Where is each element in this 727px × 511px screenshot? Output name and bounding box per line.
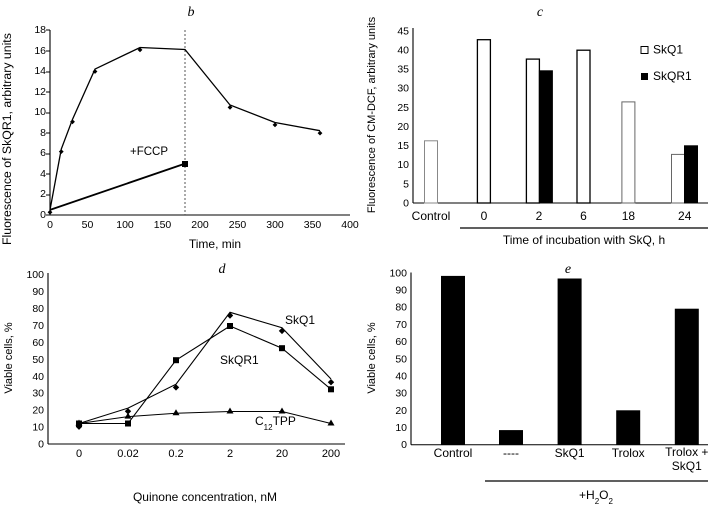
svg-text:20: 20 bbox=[397, 121, 409, 133]
svg-text:Time of incubation with SkQ, h: Time of incubation with SkQ, h bbox=[503, 233, 665, 247]
svg-text:Viable cells, %: Viable cells, % bbox=[3, 322, 15, 394]
svg-text:Trolox: Trolox bbox=[612, 446, 645, 460]
svg-text:SkQ1: SkQ1 bbox=[555, 446, 585, 460]
svg-text:400: 400 bbox=[341, 219, 359, 231]
svg-text:350: 350 bbox=[304, 219, 322, 231]
svg-text:0: 0 bbox=[481, 209, 488, 223]
svg-text:60: 60 bbox=[32, 337, 44, 349]
svg-text:300: 300 bbox=[266, 219, 284, 231]
svg-text:10: 10 bbox=[395, 422, 407, 434]
svg-text:0: 0 bbox=[38, 439, 44, 451]
svg-text:SkQ1: SkQ1 bbox=[672, 459, 702, 473]
svg-text:0.2: 0.2 bbox=[168, 448, 183, 460]
svg-text:18: 18 bbox=[34, 24, 46, 36]
svg-text:10: 10 bbox=[397, 159, 409, 171]
svg-text:24: 24 bbox=[678, 209, 692, 223]
svg-text:5: 5 bbox=[403, 178, 409, 190]
svg-text:80: 80 bbox=[395, 302, 407, 314]
svg-text:Control: Control bbox=[434, 446, 473, 460]
svg-text:20: 20 bbox=[276, 448, 288, 460]
svg-text:20: 20 bbox=[32, 405, 44, 417]
svg-text:----: ---- bbox=[503, 446, 519, 460]
svg-text:30: 30 bbox=[395, 388, 407, 400]
svg-text:SkQ1: SkQ1 bbox=[285, 313, 315, 327]
svg-text:100: 100 bbox=[116, 219, 134, 231]
svg-text:50: 50 bbox=[395, 353, 407, 365]
svg-text:e: e bbox=[565, 262, 571, 277]
svg-text:Fluorescence of SkQR1, arbitra: Fluorescence of SkQR1, arbitrary units bbox=[0, 33, 14, 245]
svg-text:50: 50 bbox=[32, 354, 44, 366]
svg-text:70: 70 bbox=[32, 320, 44, 332]
svg-text:0: 0 bbox=[40, 209, 46, 221]
svg-text:0.02: 0.02 bbox=[117, 448, 138, 460]
svg-text:100: 100 bbox=[26, 269, 44, 281]
svg-text:45: 45 bbox=[397, 25, 409, 37]
svg-text:200: 200 bbox=[191, 219, 209, 231]
svg-text:40: 40 bbox=[395, 371, 407, 383]
svg-text:80: 80 bbox=[32, 303, 44, 315]
svg-text:C12TPP: C12TPP bbox=[255, 414, 296, 432]
svg-text:30: 30 bbox=[32, 388, 44, 400]
svg-text:b: b bbox=[188, 5, 195, 20]
svg-text:SkQR1: SkQR1 bbox=[653, 69, 692, 83]
svg-text:15: 15 bbox=[397, 140, 409, 152]
svg-text:Fluorescence of CM-DCF, arbitr: Fluorescence of CM-DCF, arbitrary units bbox=[366, 16, 378, 213]
svg-text:12: 12 bbox=[34, 86, 46, 98]
svg-text:10: 10 bbox=[32, 422, 44, 434]
svg-text:50: 50 bbox=[82, 219, 94, 231]
svg-text:90: 90 bbox=[32, 286, 44, 298]
svg-text:6: 6 bbox=[40, 147, 46, 159]
svg-text:6: 6 bbox=[580, 209, 587, 223]
svg-text:Control: Control bbox=[412, 209, 451, 223]
svg-text:18: 18 bbox=[622, 209, 636, 223]
svg-text:SkQ1: SkQ1 bbox=[653, 43, 683, 57]
svg-text:40: 40 bbox=[32, 371, 44, 383]
svg-text:2: 2 bbox=[536, 209, 543, 223]
svg-text:d: d bbox=[219, 262, 227, 277]
svg-text:0: 0 bbox=[403, 198, 409, 210]
svg-text:4: 4 bbox=[40, 168, 46, 180]
svg-text:200: 200 bbox=[322, 448, 340, 460]
svg-text:20: 20 bbox=[395, 405, 407, 417]
svg-text:90: 90 bbox=[395, 285, 407, 297]
svg-text:2: 2 bbox=[227, 448, 233, 460]
svg-text:+H2O2: +H2O2 bbox=[579, 488, 613, 506]
svg-text:30: 30 bbox=[397, 83, 409, 95]
svg-text:0: 0 bbox=[401, 439, 407, 451]
svg-text:Quinone concentration, nM: Quinone concentration, nM bbox=[133, 490, 277, 504]
svg-text:150: 150 bbox=[154, 219, 172, 231]
svg-text:40: 40 bbox=[397, 44, 409, 56]
svg-text:14: 14 bbox=[34, 65, 46, 77]
svg-text:250: 250 bbox=[229, 219, 247, 231]
svg-text:25: 25 bbox=[397, 102, 409, 114]
svg-text:SkQR1: SkQR1 bbox=[220, 353, 259, 367]
svg-text:+FCCP: +FCCP bbox=[130, 146, 168, 158]
svg-text:100: 100 bbox=[389, 267, 407, 279]
svg-text:70: 70 bbox=[395, 319, 407, 331]
svg-text:2: 2 bbox=[40, 188, 46, 200]
svg-text:Trolox +: Trolox + bbox=[665, 445, 708, 459]
svg-text:8: 8 bbox=[40, 127, 46, 139]
svg-text:60: 60 bbox=[395, 336, 407, 348]
svg-text:0: 0 bbox=[47, 219, 53, 231]
svg-text:Time, min: Time, min bbox=[189, 237, 241, 251]
svg-text:Viable cells, %: Viable cells, % bbox=[366, 322, 378, 394]
svg-text:10: 10 bbox=[34, 106, 46, 118]
svg-text:16: 16 bbox=[34, 45, 46, 57]
svg-text:c: c bbox=[537, 5, 544, 20]
svg-text:0: 0 bbox=[76, 448, 82, 460]
svg-text:35: 35 bbox=[397, 64, 409, 76]
